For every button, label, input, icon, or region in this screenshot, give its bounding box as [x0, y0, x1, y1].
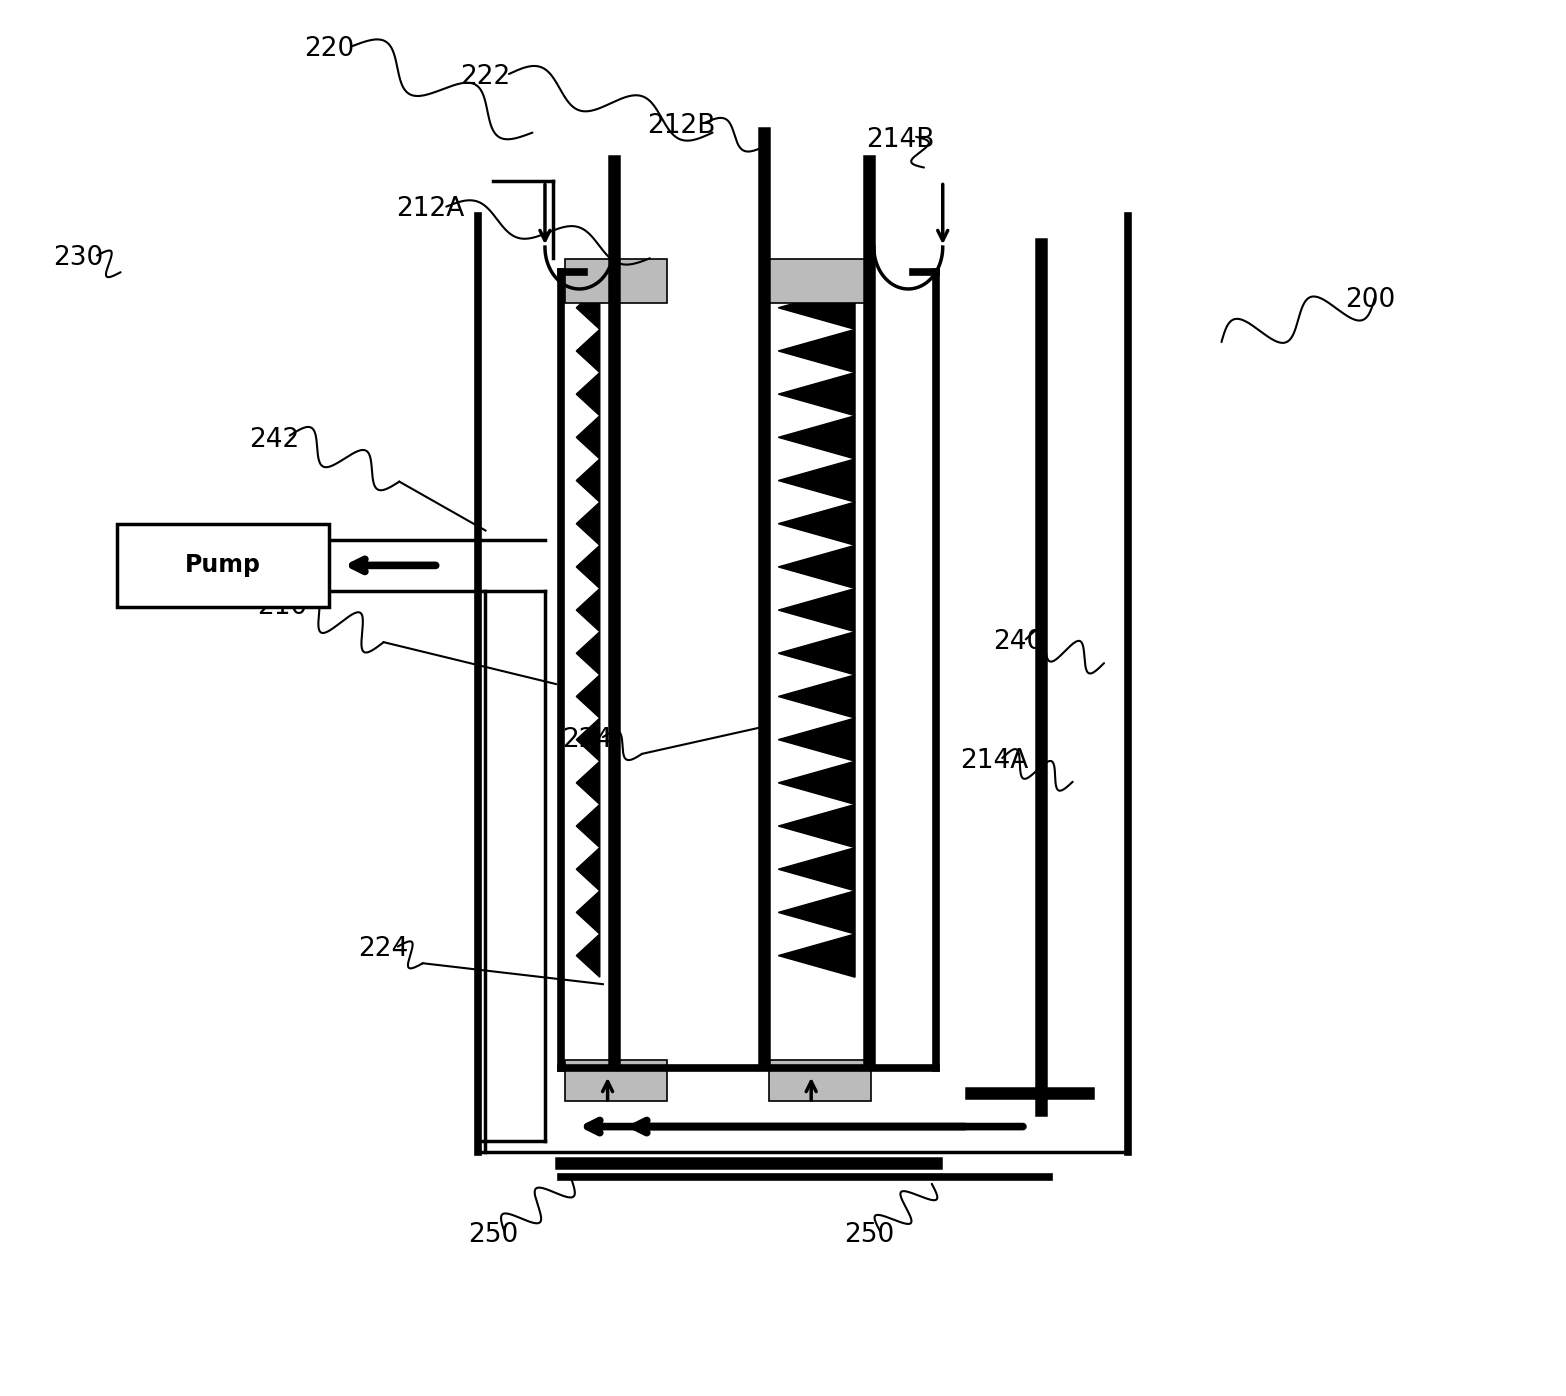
Polygon shape — [778, 459, 855, 503]
Polygon shape — [576, 286, 600, 329]
Polygon shape — [778, 847, 855, 891]
Bar — [117, 524, 329, 607]
Polygon shape — [778, 718, 855, 761]
Text: 212B: 212B — [647, 113, 716, 138]
Polygon shape — [778, 329, 855, 373]
Polygon shape — [576, 329, 600, 373]
Text: 240: 240 — [993, 630, 1043, 655]
Bar — [769, 1060, 871, 1101]
Text: Pump: Pump — [185, 553, 262, 578]
Text: 224: 224 — [562, 727, 612, 752]
Polygon shape — [576, 373, 600, 416]
Bar — [769, 258, 871, 303]
Polygon shape — [576, 718, 600, 761]
Polygon shape — [576, 459, 600, 503]
Text: 224: 224 — [359, 937, 409, 962]
Text: 222: 222 — [460, 64, 511, 89]
Polygon shape — [576, 674, 600, 718]
Text: 214B: 214B — [866, 127, 935, 152]
Polygon shape — [778, 674, 855, 718]
Text: 210: 210 — [257, 595, 307, 620]
Bar — [565, 258, 667, 303]
Polygon shape — [778, 631, 855, 674]
Polygon shape — [576, 631, 600, 674]
Polygon shape — [576, 891, 600, 934]
Text: 220: 220 — [304, 36, 354, 61]
Polygon shape — [576, 503, 600, 546]
Text: 242: 242 — [249, 427, 299, 452]
Polygon shape — [576, 804, 600, 847]
Polygon shape — [576, 761, 600, 804]
Polygon shape — [778, 761, 855, 804]
Polygon shape — [778, 934, 855, 977]
Polygon shape — [778, 286, 855, 329]
Polygon shape — [778, 589, 855, 631]
Polygon shape — [778, 373, 855, 416]
Polygon shape — [576, 416, 600, 459]
Text: 250: 250 — [468, 1223, 518, 1248]
Polygon shape — [778, 891, 855, 934]
Text: 200: 200 — [1345, 288, 1395, 313]
Text: 230: 230 — [53, 246, 103, 271]
Polygon shape — [778, 546, 855, 589]
Bar — [565, 1060, 667, 1101]
Polygon shape — [576, 847, 600, 891]
Polygon shape — [576, 934, 600, 977]
Polygon shape — [778, 804, 855, 847]
Polygon shape — [778, 416, 855, 459]
Polygon shape — [576, 589, 600, 631]
Text: 212A: 212A — [396, 197, 465, 222]
Text: 214A: 214A — [960, 748, 1029, 773]
Polygon shape — [778, 503, 855, 546]
Text: 250: 250 — [844, 1223, 894, 1248]
Polygon shape — [576, 546, 600, 589]
